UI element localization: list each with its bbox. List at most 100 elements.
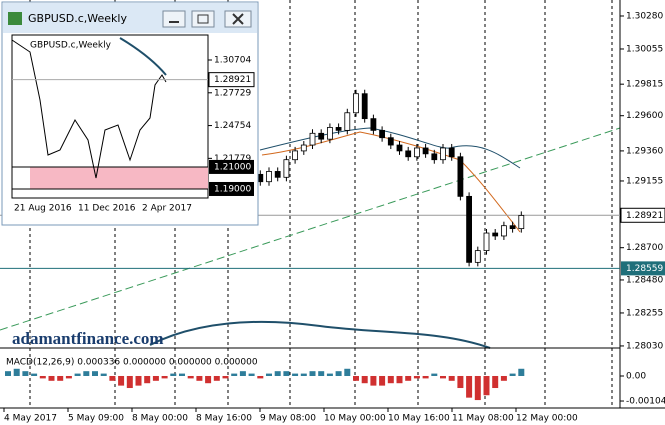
candle-body (422, 147, 429, 155)
histogram-bar (413, 375, 420, 379)
histogram-bar (466, 375, 473, 398)
histogram-bar (379, 375, 386, 386)
candle-body (387, 137, 394, 146)
histogram-bar (239, 371, 246, 376)
candle-body (300, 144, 307, 152)
histogram-bar (309, 371, 316, 376)
time-label: 10 May 00:00 (324, 414, 386, 424)
histogram-bar (109, 375, 116, 381)
candle-body (266, 171, 272, 183)
candle-body (326, 127, 333, 140)
histogram-bar (222, 375, 229, 379)
candle-body (344, 112, 351, 131)
candle-body (292, 150, 299, 161)
histogram-bar (74, 373, 81, 376)
candle-body (405, 150, 412, 158)
histogram-bar (57, 375, 64, 381)
histogram-bar (144, 375, 151, 384)
histogram-bar (492, 375, 499, 389)
candle-body (483, 232, 490, 252)
time-label: 11 May 08:00 (452, 414, 514, 424)
histogram-bar (170, 373, 177, 376)
inset-price-label: 1.30704 (214, 56, 251, 66)
histogram-bar (396, 375, 403, 384)
histogram-bar (500, 375, 507, 381)
price-label: 1.28255 (626, 308, 663, 318)
time-label: 5 May 09:00 (68, 414, 124, 424)
window-title: GBPUSD.c,Weekly (28, 12, 127, 25)
histogram-bar (83, 371, 90, 376)
histogram-bar (196, 375, 203, 381)
histogram-bar (65, 375, 72, 379)
histogram-bar (152, 375, 159, 381)
price-current: 1.28921 (626, 211, 663, 221)
inset-price-label: 1.24754 (214, 121, 251, 131)
inset-date: 21 Aug 2016 (14, 204, 72, 214)
time-label: 8 May 16:00 (196, 414, 252, 424)
candle-body (413, 147, 420, 158)
window-titlebar (3, 3, 257, 33)
indicator-title: MACD(12,26,9) 0.000336 0.000000 0.000000… (6, 358, 258, 368)
restore-button[interactable] (191, 10, 215, 28)
time-label: 12 May 00:00 (516, 414, 578, 424)
histogram-bar (474, 375, 481, 401)
price-label: 1.28480 (626, 275, 663, 285)
histogram-bar (344, 368, 351, 376)
price-label: 1.30055 (626, 44, 663, 54)
indicator-label: 0.00 (626, 371, 646, 381)
inset-level-label: 1.19000 (214, 184, 251, 194)
histogram-bar (22, 371, 29, 376)
candle-body (361, 93, 368, 120)
histogram-bar (387, 375, 394, 384)
inset-price-label: 1.21779 (214, 154, 251, 164)
histogram-bar (483, 375, 490, 396)
histogram-bar (118, 375, 125, 386)
candle-body (274, 171, 281, 178)
histogram-bar (213, 375, 220, 381)
histogram-bar (100, 373, 107, 376)
time-label: 9 May 08:00 (260, 414, 316, 424)
histogram-bar (448, 375, 455, 381)
time-label: 8 May 00:00 (132, 414, 188, 424)
candle-body (466, 195, 473, 263)
histogram-bar (266, 373, 272, 376)
price-label: 1.30280 (626, 11, 663, 21)
histogram-bar (126, 375, 133, 389)
inset-price (11, 39, 167, 179)
histogram-bar (440, 375, 446, 379)
candle-body (457, 156, 464, 197)
histogram-bar (405, 375, 412, 381)
minimize-button[interactable] (162, 10, 186, 28)
candle-body (509, 225, 516, 230)
price-label: 1.28700 (626, 243, 663, 253)
inset-price-box (208, 72, 255, 88)
inset-label: GBPUSD.c,Weekly (30, 41, 112, 51)
candle-body (431, 153, 438, 161)
candle-body (379, 129, 386, 139)
histogram-bar (431, 373, 438, 376)
histogram-bar (39, 375, 46, 379)
time-label: 4 May 2017 (4, 414, 57, 424)
histogram-bar (292, 373, 299, 376)
candle-body (370, 118, 377, 131)
histogram-bar (135, 375, 142, 386)
candle-body (283, 159, 290, 178)
inset-date: 2 Apr 2017 (142, 204, 192, 214)
indicator-label: -0.00104 (626, 397, 665, 407)
histogram-bar (161, 375, 168, 379)
price-label: 1.29155 (626, 176, 663, 186)
price-label: 1.29600 (626, 111, 663, 121)
time-label: 10 May 16:00 (388, 414, 450, 424)
level-box (621, 261, 665, 276)
inset-price-current: 1.28921 (214, 75, 251, 85)
histogram-bar (300, 373, 307, 376)
candle-body (448, 147, 455, 158)
inset-average (119, 37, 167, 76)
histogram-bar (335, 371, 342, 376)
candle-body (318, 132, 325, 140)
candle-body (518, 215, 525, 230)
support-zone (30, 166, 208, 189)
histogram-bar (361, 375, 368, 384)
histogram-bar (13, 368, 20, 376)
